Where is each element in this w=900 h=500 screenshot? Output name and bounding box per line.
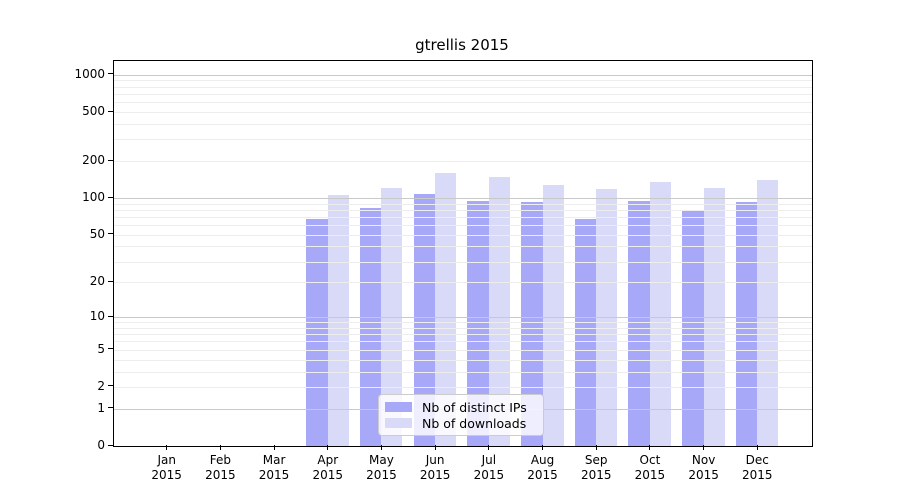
y-tick-label: 200: [82, 153, 105, 168]
major-gridline: [114, 198, 812, 200]
x-tick-mark: [380, 445, 382, 450]
x-tick-mark: [756, 445, 758, 450]
legend: Nb of distinct IPs Nb of downloads: [378, 394, 544, 436]
legend-entry-downloads: Nb of downloads: [385, 415, 535, 431]
x-tick-label: Jun 2015: [419, 453, 451, 482]
minor-gridline: [114, 203, 812, 205]
x-tick-label: Dec 2015: [742, 453, 773, 482]
bar-downloads: [757, 180, 779, 446]
y-tick-label: 20: [89, 274, 105, 289]
y-tick-mark: [108, 348, 113, 350]
minor-gridline: [114, 234, 812, 236]
x-tick-label: Sep 2015: [580, 453, 612, 482]
minor-gridline: [114, 123, 812, 125]
x-tick-label: Feb 2015: [205, 453, 236, 482]
bar-distinct-ips: [359, 207, 382, 446]
minor-gridline: [114, 282, 812, 284]
plot-area: [113, 60, 813, 447]
minor-gridline: [114, 216, 812, 218]
bar-distinct-ips: [413, 193, 436, 446]
minor-gridline: [114, 349, 812, 351]
x-tick-label: Nov 2015: [688, 453, 719, 482]
x-tick-mark: [219, 445, 221, 450]
x-tick-mark: [649, 445, 651, 450]
x-tick-mark: [166, 445, 168, 450]
x-tick-mark: [434, 445, 436, 450]
x-tick-mark: [488, 445, 490, 450]
major-gridline: [114, 74, 812, 76]
y-tick-mark: [108, 280, 113, 282]
chart-title: gtrellis 2015: [415, 36, 509, 54]
y-tick-mark: [108, 110, 113, 112]
x-tick-label: Mar 2015: [258, 453, 290, 482]
legend-entry-distinct-ips: Nb of distinct IPs: [385, 399, 535, 415]
y-tick-label: 5: [97, 341, 105, 356]
x-tick-label: Jan 2015: [151, 453, 182, 482]
minor-gridline: [114, 359, 812, 361]
y-tick-mark: [108, 233, 113, 235]
x-tick-mark: [595, 445, 597, 450]
minor-gridline: [114, 209, 812, 211]
x-tick-mark: [327, 445, 329, 450]
minor-gridline: [114, 246, 812, 248]
y-tick-mark: [108, 196, 113, 198]
minor-gridline: [114, 371, 812, 373]
x-tick-mark: [273, 445, 275, 450]
bar-distinct-ips: [735, 201, 758, 446]
bar-downloads: [488, 177, 510, 446]
minor-gridline: [114, 80, 812, 82]
major-gridline: [114, 317, 812, 319]
bar-downloads: [542, 184, 564, 446]
minor-gridline: [114, 327, 812, 329]
y-tick-label: 1: [97, 400, 105, 415]
x-tick-label: Aug 2015: [527, 453, 558, 482]
minor-gridline: [114, 102, 812, 104]
y-tick-label: 50: [89, 226, 105, 241]
legend-label-distinct-ips: Nb of distinct IPs: [422, 399, 527, 415]
y-tick-label: 1000: [74, 66, 105, 81]
bar-distinct-ips: [521, 201, 543, 446]
x-tick-mark: [703, 445, 705, 450]
bar-distinct-ips: [306, 219, 328, 446]
y-tick-mark: [108, 407, 113, 409]
minor-gridline: [114, 334, 812, 336]
bar-downloads: [435, 172, 457, 446]
x-tick-label: May 2015: [366, 453, 397, 482]
minor-gridline: [114, 225, 812, 227]
minor-gridline: [114, 139, 812, 141]
bar-distinct-ips: [574, 219, 597, 446]
minor-gridline: [114, 86, 812, 88]
bar-downloads: [327, 195, 349, 446]
x-tick-label: Jul 2015: [473, 453, 505, 482]
legend-label-downloads: Nb of downloads: [422, 415, 527, 431]
y-tick-label: 0: [97, 438, 105, 452]
legend-swatch-downloads-icon: [385, 418, 412, 428]
minor-gridline: [114, 161, 812, 163]
minor-gridline: [114, 322, 812, 324]
minor-gridline: [114, 112, 812, 114]
bar-downloads: [649, 182, 671, 446]
x-tick-mark: [542, 445, 544, 450]
x-tick-label: Oct 2015: [634, 453, 666, 482]
y-tick-mark: [108, 73, 113, 75]
y-tick-label: 100: [82, 190, 105, 205]
x-tick-label: Apr 2015: [312, 453, 344, 482]
bar-downloads: [703, 187, 725, 446]
minor-gridline: [114, 93, 812, 95]
y-tick-label: 10: [89, 309, 105, 324]
y-tick-mark: [108, 444, 113, 446]
minor-gridline: [114, 386, 812, 388]
minor-gridline: [114, 261, 812, 263]
bar-downloads: [381, 187, 403, 446]
legend-swatch-distinct-ips-icon: [385, 402, 412, 412]
y-tick-label: 500: [82, 104, 105, 119]
minor-gridline: [114, 341, 812, 343]
y-tick-label: 2: [97, 378, 105, 393]
y-tick-mark: [108, 315, 113, 317]
y-tick-mark: [108, 159, 113, 161]
y-tick-mark: [108, 385, 113, 387]
bar-distinct-ips: [628, 201, 650, 446]
